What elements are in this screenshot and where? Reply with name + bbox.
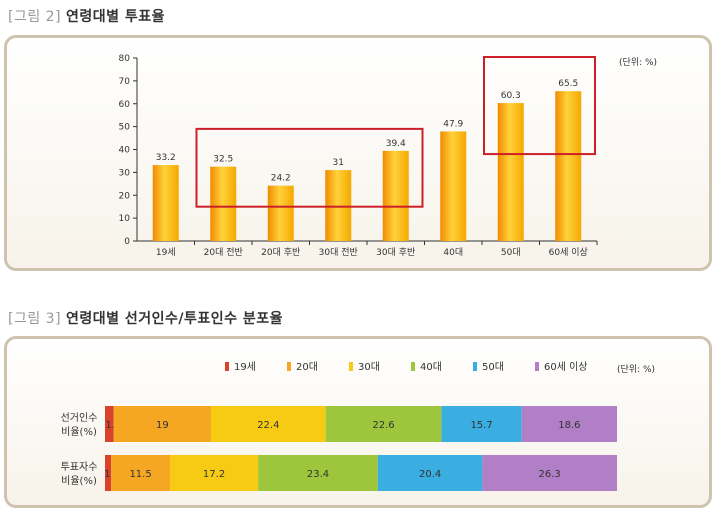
segment	[377, 455, 483, 491]
data-label: 39.4	[386, 139, 406, 149]
segment-label: 22.6	[372, 420, 394, 431]
bar	[555, 91, 582, 241]
legend-swatch	[225, 362, 229, 371]
figure1-title: [그림 2] 연령대별 투표율	[8, 6, 165, 26]
segment	[170, 455, 259, 491]
bar	[325, 170, 352, 241]
highlight-box-young	[195, 127, 424, 208]
age-turnout-bar-chart: 0 10 20 30 40 50 60 70 80 33.2 19세 32.5 20대 전반 24.2 20…	[119, 54, 657, 258]
segment	[325, 406, 442, 442]
x-tick-label: 60세 이상	[549, 247, 588, 258]
row-label: 비율(%)	[61, 475, 97, 487]
legend-swatch	[411, 362, 415, 371]
data-label: 60.3	[501, 91, 521, 101]
data-label: 47.9	[443, 119, 463, 129]
highlight-box-old	[483, 56, 596, 156]
segment	[113, 406, 211, 442]
figure1-panel: 0 10 20 30 40 50 60 70 80 33.2 19세 32.5 20대 전반 24.2 20…	[4, 35, 712, 271]
legend-swatch	[535, 362, 539, 371]
segment-label: 11.5	[129, 469, 151, 480]
data-label: 24.2	[271, 174, 291, 184]
figure2-title: [그림 3] 연령대별 선거인수/투표인수 분포율	[8, 308, 283, 328]
segment	[482, 455, 617, 491]
y-tick-label: 30	[119, 168, 131, 178]
segment	[441, 406, 522, 442]
segment-label: 23.4	[307, 469, 329, 480]
bar	[440, 131, 467, 241]
y-tick-label: 50	[119, 123, 131, 133]
segment	[521, 406, 617, 442]
bar	[210, 166, 237, 241]
unit-label: (단위: %)	[617, 364, 655, 375]
figure1-title-text: 연령대별 투표율	[66, 9, 166, 25]
legend-swatch	[473, 362, 477, 371]
bar	[382, 150, 409, 241]
segment-label: 19	[156, 420, 169, 431]
segment-label: 26.3	[539, 469, 561, 480]
figure2-title-text: 연령대별 선거인수/투표인수 분포율	[66, 311, 284, 327]
segment	[258, 455, 378, 491]
data-label: 32.5	[213, 155, 233, 165]
bar	[152, 165, 179, 241]
y-tick-label: 60	[119, 100, 131, 110]
legend-swatch	[287, 362, 291, 371]
x-tick-label: 20대 전반	[204, 247, 243, 258]
segment-label: 1.7	[105, 420, 121, 431]
segment-label: 18.6	[558, 420, 580, 431]
figure2-number: [그림 3]	[8, 311, 62, 327]
legend-label: 30대	[358, 361, 380, 373]
unit-label: (단위: %)	[619, 57, 657, 68]
legend-label: 60세 이상	[544, 361, 588, 373]
legend-label: 50대	[482, 361, 504, 373]
data-label: 33.2	[156, 153, 176, 163]
x-tick-label: 30대 전반	[319, 247, 358, 258]
segment	[105, 455, 112, 491]
x-tick-label: 40대	[443, 247, 463, 258]
x-tick-label: 30대 후반	[376, 247, 415, 258]
segment	[111, 455, 171, 491]
row-label: 선거인수	[61, 412, 98, 424]
x-tick-label: 19세	[156, 247, 176, 258]
y-tick-label: 70	[119, 77, 131, 87]
legend-label: 40대	[420, 361, 442, 373]
bar	[267, 185, 294, 241]
segment-label: 15.7	[470, 420, 492, 431]
segment-label: 17.2	[203, 469, 225, 480]
segment-label: 20.4	[419, 469, 441, 480]
bar	[497, 103, 524, 241]
legend-swatch	[349, 362, 353, 371]
segment-label: 22.4	[257, 420, 279, 431]
legend-label: 19세	[234, 361, 256, 373]
legend-label: 20대	[296, 361, 318, 373]
segment	[105, 406, 114, 442]
row-label: 투표자수	[61, 461, 98, 473]
y-tick-label: 40	[119, 146, 131, 156]
segment	[210, 406, 326, 442]
y-tick-label: 0	[124, 237, 130, 247]
y-tick-label: 80	[119, 54, 131, 64]
figure1-number: [그림 2]	[8, 9, 62, 25]
y-tick-label: 10	[119, 214, 131, 224]
data-label: 31	[333, 158, 344, 168]
x-tick-label: 20대 후반	[261, 247, 300, 258]
row-label: 비율(%)	[61, 426, 97, 438]
y-tick-label: 20	[119, 191, 131, 201]
data-label: 65.5	[558, 79, 578, 89]
x-tick-label: 50대	[501, 247, 521, 258]
